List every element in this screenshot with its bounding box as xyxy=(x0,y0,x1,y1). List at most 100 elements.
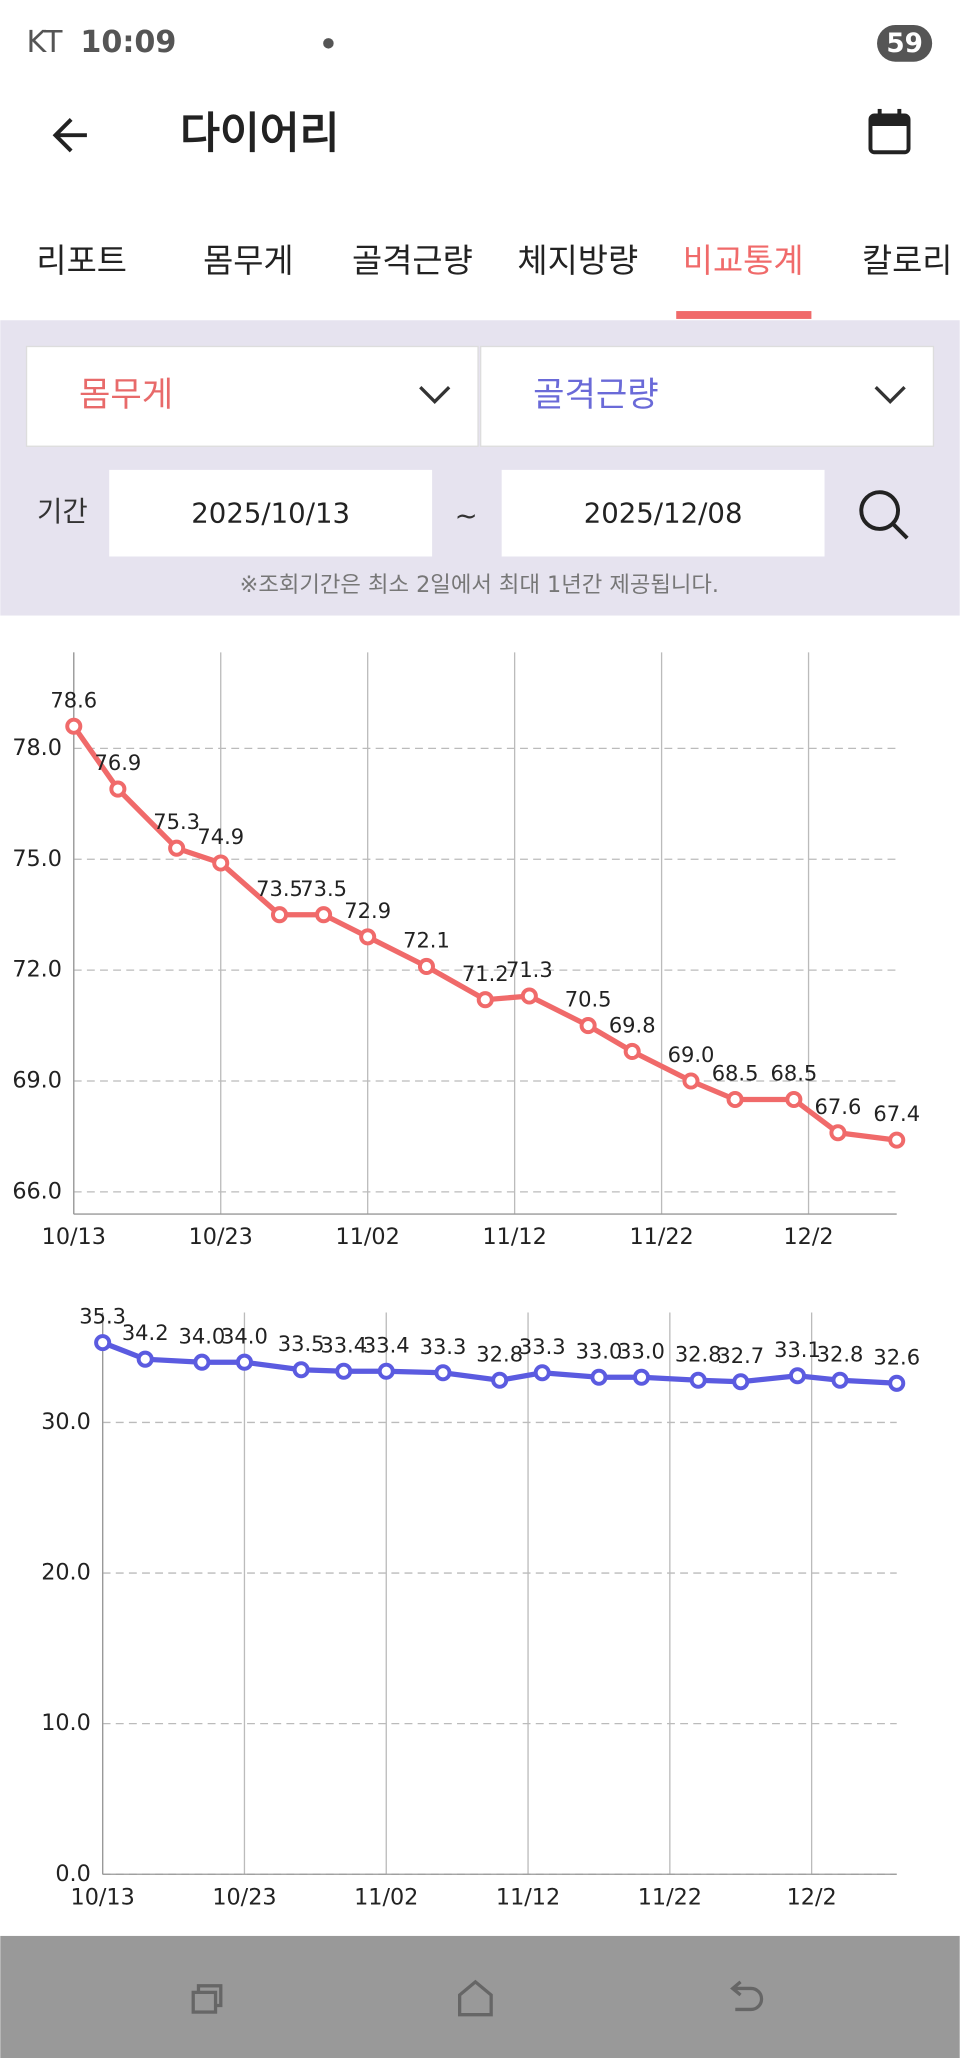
data-label: 32.6 xyxy=(873,1345,920,1369)
data-label: 69.0 xyxy=(668,1043,715,1067)
home-button[interactable] xyxy=(458,1979,493,2017)
data-label: 33.0 xyxy=(576,1339,623,1363)
data-point xyxy=(491,1371,509,1389)
data-label: 75.3 xyxy=(153,810,200,834)
nav-bar xyxy=(0,1935,960,2058)
x-tick-label: 11/22 xyxy=(629,1224,693,1250)
right-select[interactable] xyxy=(480,345,935,447)
search-button[interactable] xyxy=(859,490,909,540)
data-point xyxy=(520,987,538,1005)
back-nav-button[interactable] xyxy=(730,1980,764,2012)
separator: ~ xyxy=(455,500,478,532)
y-tick-label: 30.0 xyxy=(41,1409,91,1435)
tab[interactable]: 골격근량 xyxy=(352,242,473,280)
chevron xyxy=(419,386,451,404)
y-tick-label: 78.0 xyxy=(12,735,62,761)
data-point xyxy=(632,1368,651,1386)
data-point xyxy=(212,854,230,872)
x-tick-label: 11/22 xyxy=(638,1884,702,1910)
data-label: 76.9 xyxy=(94,751,141,775)
data-label: 78.6 xyxy=(50,688,97,712)
tab[interactable]: 칼로리 xyxy=(862,242,953,280)
data-label: 34.2 xyxy=(122,1321,169,1345)
tab[interactable]: 리포트 xyxy=(36,242,127,280)
tab[interactable]: 체지방량 xyxy=(517,242,638,280)
data-label: 33.3 xyxy=(519,1335,566,1359)
data-point xyxy=(726,1090,744,1109)
data-label: 67.4 xyxy=(873,1102,920,1126)
data-label: 70.5 xyxy=(565,988,612,1012)
recent-button[interactable] xyxy=(191,1984,223,2014)
data-point xyxy=(579,1017,597,1035)
data-point xyxy=(65,717,83,735)
data-point xyxy=(533,1364,551,1382)
left-select[interactable] xyxy=(25,345,479,447)
data-label: 34.0 xyxy=(179,1324,226,1348)
data-label: 68.5 xyxy=(712,1062,759,1086)
data-point xyxy=(829,1124,847,1142)
data-label: 32.8 xyxy=(675,1342,722,1366)
data-point xyxy=(377,1362,395,1380)
header-title: 다이어리 xyxy=(180,109,339,159)
data-label: 33.3 xyxy=(420,1335,467,1359)
data-label: 33.4 xyxy=(320,1333,367,1357)
data-point xyxy=(417,957,436,975)
start-date-input[interactable] xyxy=(109,469,433,557)
battery: 59 xyxy=(886,29,923,59)
y-tick-label: 69.0 xyxy=(12,1068,62,1094)
back-button[interactable] xyxy=(52,118,87,153)
x-tick-label: 11/02 xyxy=(354,1884,418,1910)
data-label: 73.5 xyxy=(256,877,303,901)
x-tick-label: 12/2 xyxy=(784,1224,834,1250)
data-label: 33.0 xyxy=(618,1339,665,1363)
data-label: 33.1 xyxy=(774,1338,821,1362)
data-point xyxy=(831,1371,849,1389)
data-label: 67.6 xyxy=(815,1095,862,1119)
data-label: 68.5 xyxy=(770,1062,817,1086)
x-tick-label: 12/2 xyxy=(787,1884,837,1910)
data-point xyxy=(193,1353,211,1371)
data-point xyxy=(136,1350,154,1368)
data-label: 32.7 xyxy=(717,1344,764,1368)
x-tick-label: 10/23 xyxy=(189,1224,253,1250)
data-point xyxy=(335,1362,353,1380)
calendar-button[interactable] xyxy=(868,108,911,155)
data-label: 34.0 xyxy=(221,1324,268,1348)
tab-indicator xyxy=(676,311,812,319)
chevron xyxy=(874,386,906,404)
data-point xyxy=(888,1131,906,1149)
data-point xyxy=(270,906,289,924)
data-label: 35.3 xyxy=(79,1305,126,1329)
data-label: 72.9 xyxy=(344,899,391,923)
data-label: 71.3 xyxy=(506,958,553,982)
data-point xyxy=(623,1042,641,1060)
data-label: 33.4 xyxy=(363,1333,410,1357)
data-point xyxy=(732,1373,750,1391)
end-date-input[interactable] xyxy=(501,469,825,557)
y-tick-label: 75.0 xyxy=(12,846,62,872)
x-tick-label: 10/13 xyxy=(42,1224,106,1250)
right-select-label: 골격근량 xyxy=(533,375,659,415)
period-note: ※조회기간은 최소 2일에서 최대 1년간 제공됩니다. xyxy=(240,572,719,598)
y-tick-label: 0.0 xyxy=(55,1861,90,1887)
data-label: 72.1 xyxy=(403,929,450,953)
data-label: 71.2 xyxy=(462,962,509,986)
carrier: KT xyxy=(27,25,63,60)
y-tick-label: 66.0 xyxy=(12,1178,62,1204)
tab[interactable]: 비교통계 xyxy=(683,242,804,280)
x-tick-label: 10/13 xyxy=(71,1884,135,1910)
y-tick-label: 20.0 xyxy=(41,1560,91,1586)
data-point xyxy=(689,1371,707,1389)
battery-pill xyxy=(877,24,933,62)
data-label: 33.5 xyxy=(278,1332,325,1356)
end-date: 2025/12/08 xyxy=(584,498,743,530)
x-tick-label: 10/23 xyxy=(212,1884,276,1910)
data-point xyxy=(94,1334,112,1352)
period-label: 기간 xyxy=(37,496,88,528)
data-point xyxy=(292,1361,310,1379)
data-point xyxy=(235,1353,253,1371)
data-point xyxy=(888,1374,906,1392)
tab[interactable]: 몸무게 xyxy=(203,242,294,280)
